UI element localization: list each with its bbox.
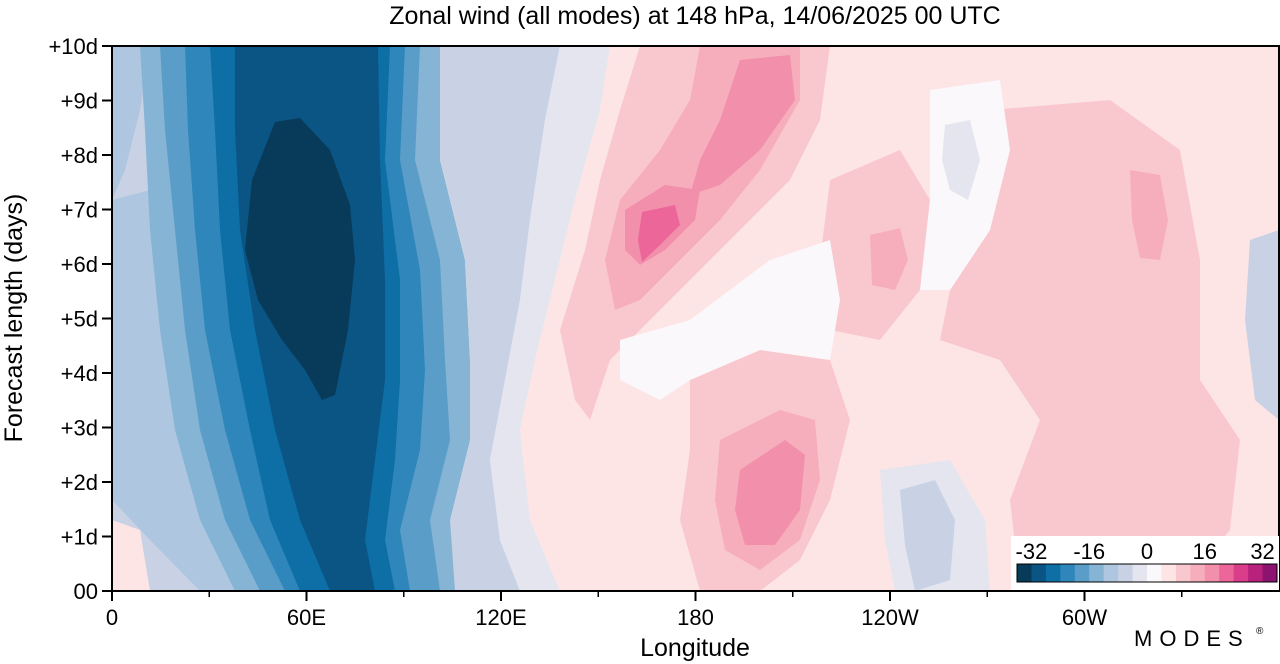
colorbar-frame [1016,563,1278,583]
contour-region [112,520,150,591]
colorbar-swatch [1045,564,1061,582]
x-tick-label: 60E [287,605,326,630]
colorbar-swatch [1204,564,1220,582]
contour-region [900,480,955,591]
y-tick-label: +7d [61,198,98,223]
x-tick-label: 60W [1062,605,1107,630]
contour-region [440,46,560,591]
colorbar-label: 32 [1250,539,1274,564]
colorbar-swatch [1219,564,1235,582]
colorbar-swatch [1074,564,1090,582]
y-tick-label: +1d [61,525,98,550]
colorbar-swatch [1031,564,1047,582]
y-tick-label: +9d [61,89,98,114]
colorbar-swatch [1161,564,1177,582]
colorbar-swatch [1118,564,1134,582]
y-tick-label: +5d [61,307,98,332]
contour-region [1245,230,1279,420]
colorbar-label: -16 [1073,539,1105,564]
x-tick-label: 0 [106,605,118,630]
colorbar-swatch [1060,564,1076,582]
y-tick-label: +3d [61,416,98,441]
x-tick-label: 180 [677,605,714,630]
colorbar-swatch [1262,564,1278,582]
y-axis: 00 +1d +2d +3d +4d +5d +6d +7d +8d +9d +10d [48,34,112,604]
x-axis-label: Longitude [640,634,750,662]
contour-region [870,228,908,290]
contour-region [1130,170,1168,260]
colorbar-swatch [1248,564,1264,582]
contour-region [638,205,680,262]
contour-region [620,240,840,400]
chart-title: Zonal wind (all modes) at 148 hPa, 14/06… [389,2,1000,30]
y-tick-label: +10d [48,34,98,59]
registered-mark: ® [1256,626,1264,637]
x-tick-label: 120W [861,605,919,630]
contour-region [245,118,355,400]
colorbar-swatch [1190,564,1206,582]
watermark-logo: MODES [1134,626,1250,651]
x-axis: 0 60E 120E 180 120W 60W [106,591,1183,630]
colorbar: -32 -16 0 16 32 [1011,536,1279,590]
y-tick-label: +4d [61,361,98,386]
contour-region [490,46,610,591]
contour-region [690,55,795,195]
colorbar-swatch [1147,564,1162,582]
colorbar-swatch [1089,564,1105,582]
colorbar-label: 0 [1141,539,1153,564]
x-tick-label: 120E [475,605,526,630]
colorbar-label: -32 [1016,539,1048,564]
colorbar-swatch [1175,564,1191,582]
y-tick-label: +6d [61,252,98,277]
colorbar-label: 16 [1193,539,1217,564]
y-tick-label: 00 [74,579,98,604]
wind-field [112,46,1279,591]
y-tick-label: +8d [61,143,98,168]
y-axis-label: Forecast length (days) [0,194,28,443]
colorbar-swatch [1103,564,1119,582]
y-tick-label: +2d [61,470,98,495]
colorbar-swatch [1017,564,1032,582]
contour-region [112,46,150,200]
colorbar-swatch [1132,564,1148,582]
contour-region [942,120,980,200]
contour-region [735,440,805,545]
colorbar-swatch [1233,564,1249,582]
